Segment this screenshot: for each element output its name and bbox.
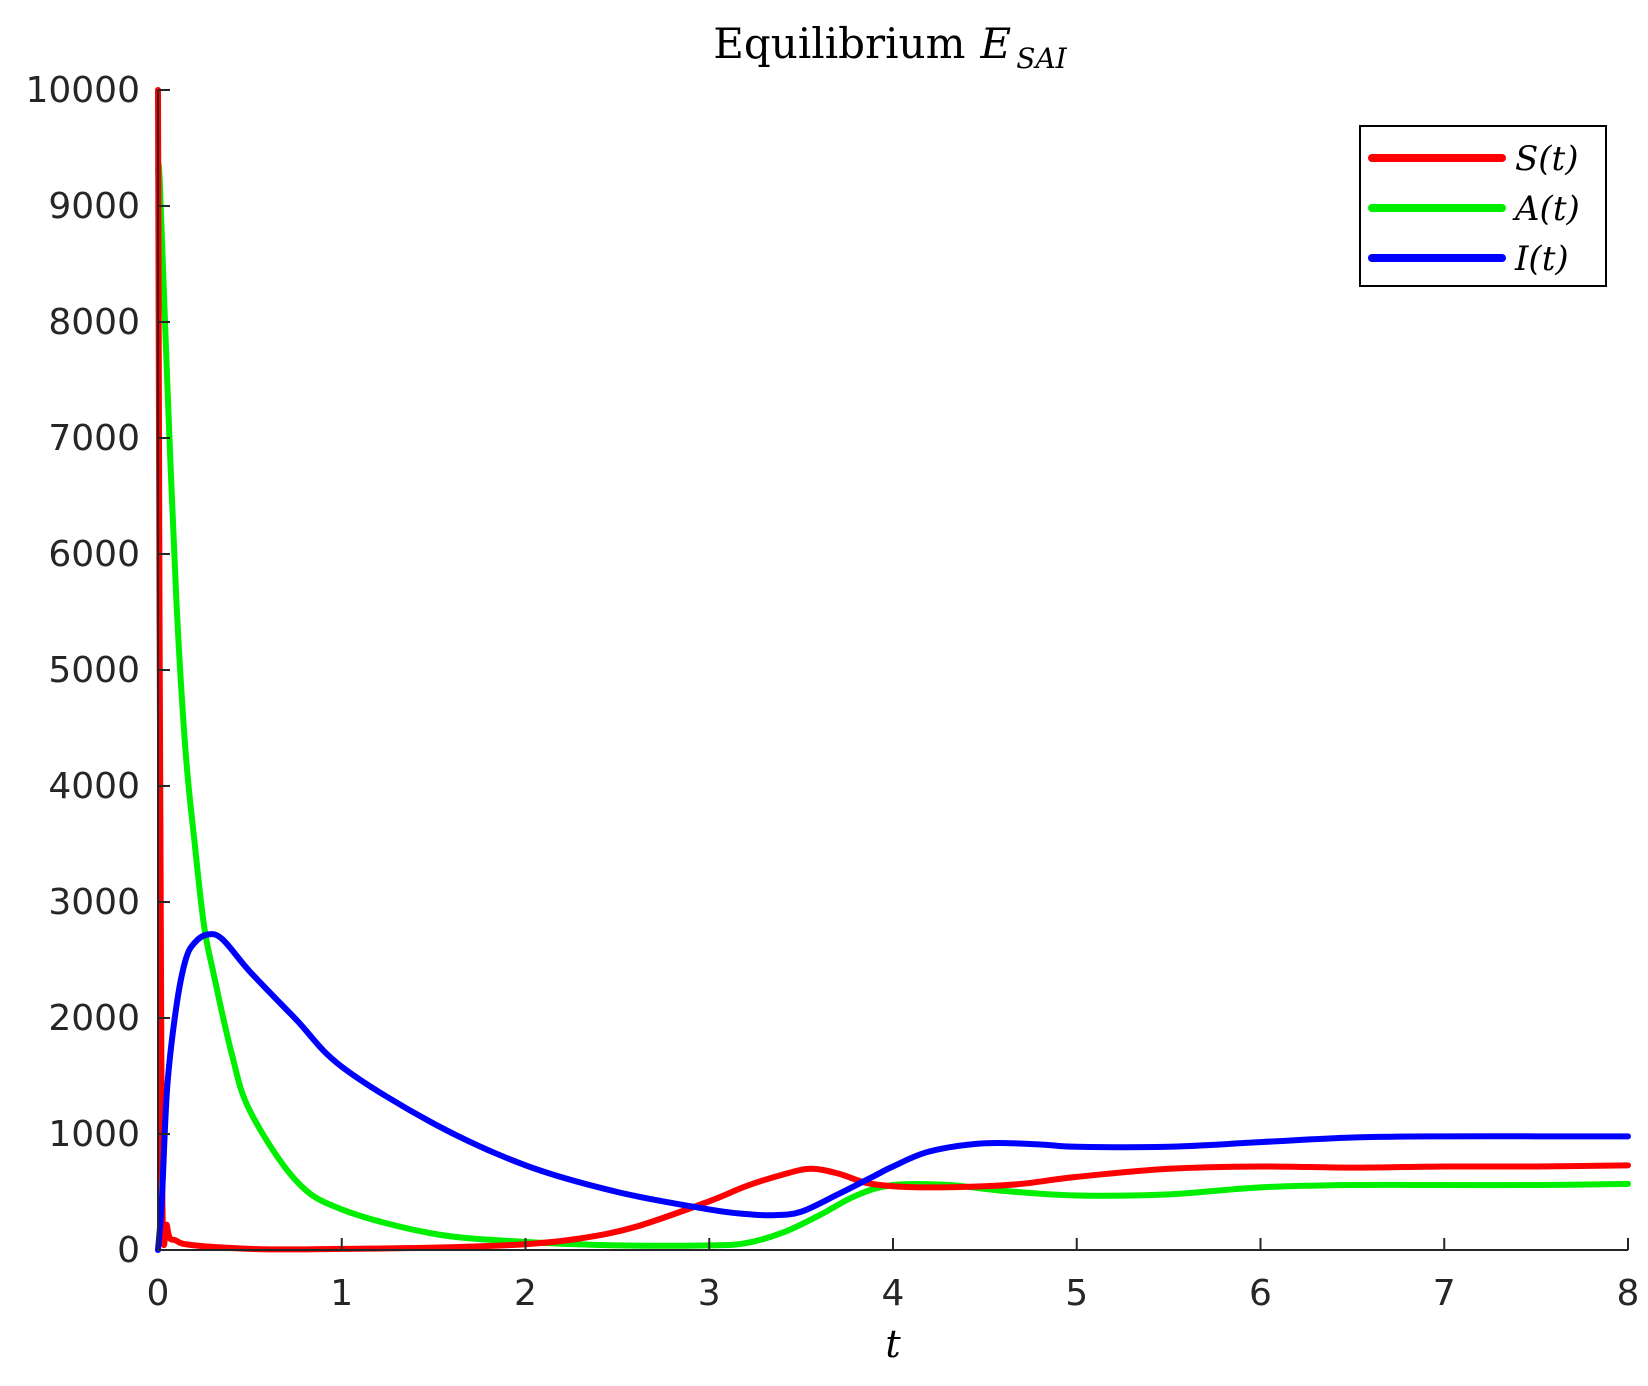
x-tick-label-4: 4 [882, 1273, 905, 1314]
y-tick-label-3000: 3000 [48, 882, 140, 923]
axes-layer: 0 1 2 3 4 5 6 7 8 0 1000 2000 3000 4000 5000 6000 7000 80… [25, 70, 1639, 1314]
y-tick-label-5000: 5000 [48, 650, 140, 691]
x-tick-label-8: 8 [1617, 1273, 1640, 1314]
y-tick-label-6000: 6000 [48, 534, 140, 575]
y-tick-label-0: 0 [117, 1230, 140, 1271]
series-line-it [155, 931, 1631, 1253]
y-tick-label-2000: 2000 [48, 998, 140, 1039]
chart-title-prefix: Equilibrium [713, 19, 965, 68]
y-tick-label-8000: 8000 [48, 302, 140, 343]
y-tick-label-10000: 10000 [25, 70, 140, 111]
legend-label-0: S(t) [1515, 139, 1578, 179]
x-axis-label: t [885, 1322, 901, 1366]
x-tick-label-1: 1 [330, 1273, 353, 1314]
legend-label-1: A(t) [1512, 189, 1580, 229]
chart-title: Equilibrium E SAI [713, 19, 1067, 75]
chart-title-math-base: E [980, 19, 1012, 68]
x-tick-label-7: 7 [1433, 1273, 1456, 1314]
x-tick-label-2: 2 [514, 1273, 537, 1314]
chart-title-math-sub: SAI [1016, 42, 1067, 75]
series-layer [155, 87, 1631, 1253]
x-tick-label-3: 3 [698, 1273, 721, 1314]
y-tick-label-4000: 4000 [48, 766, 140, 807]
series-line-at [155, 161, 1631, 1249]
x-tick-label-0: 0 [147, 1273, 170, 1314]
x-tick-label-6: 6 [1249, 1273, 1272, 1314]
y-tick-label-7000: 7000 [48, 418, 140, 459]
series-line-st [155, 87, 1631, 1253]
legend: S(t) A(t) I(t) [1359, 125, 1607, 287]
x-tick-label-5: 5 [1065, 1273, 1088, 1314]
y-tick-label-1000: 1000 [48, 1114, 140, 1155]
y-tick-label-9000: 9000 [48, 186, 140, 227]
legend-label-2: I(t) [1514, 239, 1569, 279]
